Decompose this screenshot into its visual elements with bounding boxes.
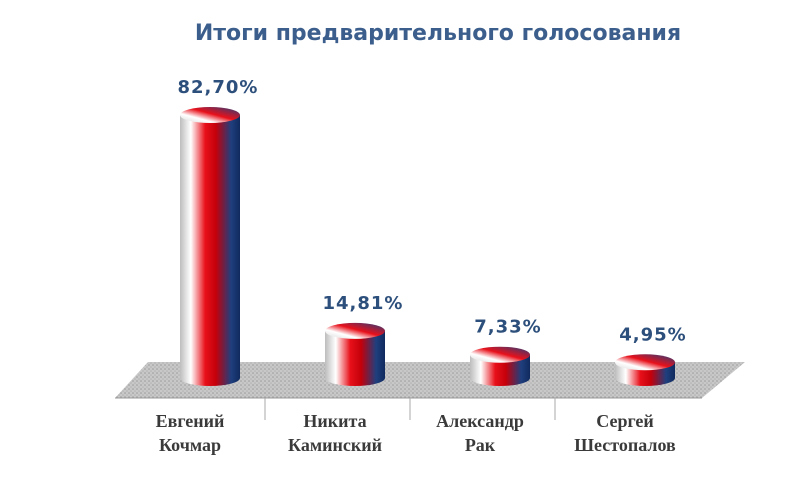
category-label: Шестопалов	[574, 435, 676, 455]
cylinder-body	[325, 330, 385, 386]
value-label: 4,95%	[619, 324, 686, 345]
category-label: Рак	[465, 435, 496, 455]
floor	[115, 362, 745, 398]
category-label: Сергей	[596, 411, 654, 431]
category-label: Александр	[436, 411, 524, 431]
cylinder	[470, 346, 530, 386]
cylinder-top	[325, 322, 385, 339]
chart-title: Итоги предварительного голосования	[195, 21, 681, 46]
cylinder	[615, 354, 675, 386]
category-label: Никита	[303, 411, 366, 431]
value-label: 7,33%	[474, 317, 541, 338]
value-label: 14,81%	[323, 293, 404, 314]
cylinder	[180, 107, 240, 386]
category-label: Каминский	[288, 435, 382, 455]
value-label: 82,70%	[178, 77, 259, 98]
cylinder-top	[180, 107, 240, 123]
cylinder-body	[470, 354, 530, 386]
cylinder	[325, 322, 385, 386]
cylinder-top	[470, 346, 530, 363]
category-label: Кочмар	[159, 435, 221, 455]
category-label: Евгений	[156, 411, 225, 431]
cylinder-body	[180, 115, 240, 386]
cylinder-top	[615, 354, 675, 371]
